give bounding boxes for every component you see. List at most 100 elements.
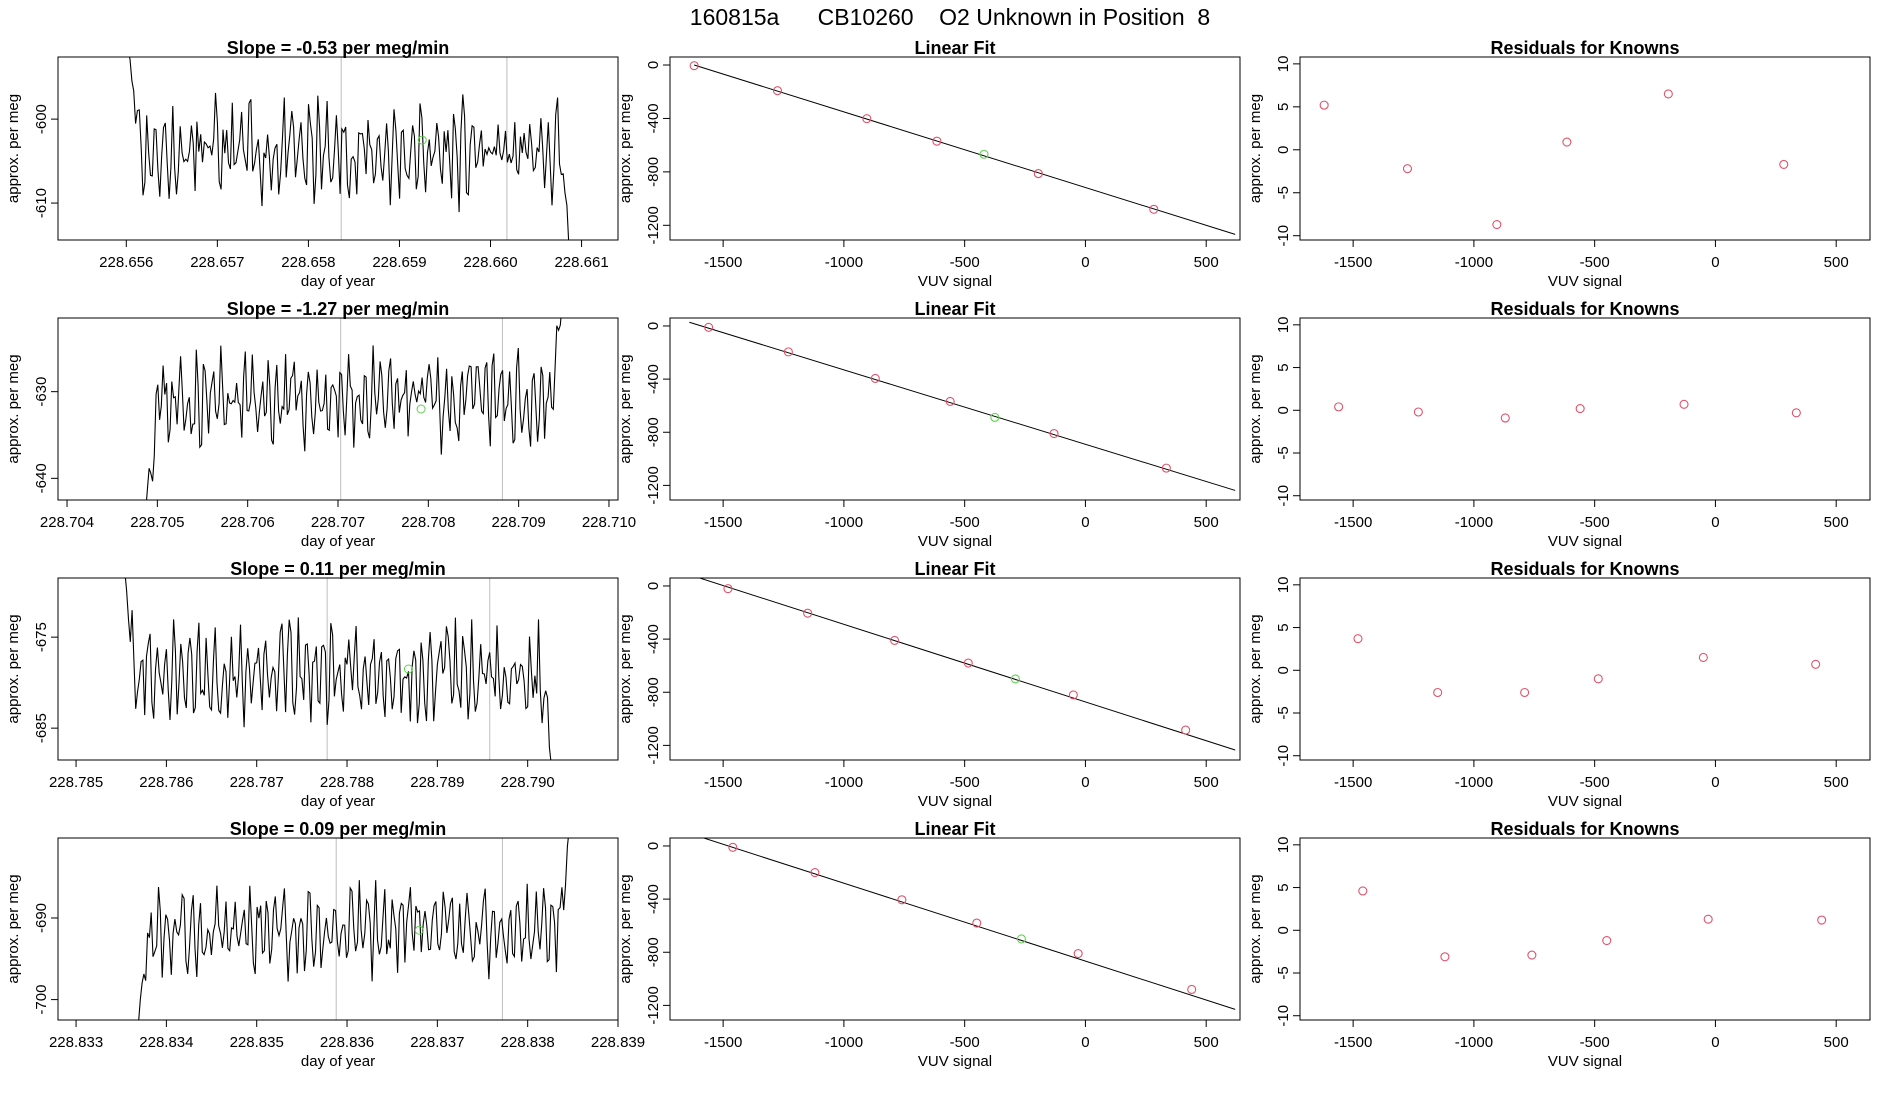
- x-tick-label: -500: [1580, 514, 1610, 531]
- plot-area: [146, 318, 562, 500]
- plot-area: [1353, 634, 1821, 698]
- known-point: [1073, 949, 1083, 959]
- y-axis-label: approx. per meg: [5, 874, 22, 983]
- y-tick-label: -400: [645, 884, 662, 914]
- x-tick-label: -500: [1580, 1034, 1610, 1051]
- x-tick-label: 228.833: [49, 1034, 103, 1051]
- x-tick-label: 228.705: [130, 514, 184, 531]
- residual-point: [1602, 935, 1612, 946]
- y-tick-label: -400: [645, 103, 662, 133]
- residual-point: [1319, 100, 1329, 110]
- residual-point: [1575, 404, 1585, 414]
- fit-line: [702, 838, 1236, 1010]
- x-tick-label: -1000: [1455, 774, 1493, 791]
- y-tick-label: -5: [1275, 966, 1292, 979]
- residual-point: [1791, 408, 1801, 418]
- timeseries-panel-2: Slope = -1.27 per meg/min 228.704 228.705 2…: [5, 299, 636, 550]
- x-tick-label: 228.706: [221, 514, 275, 531]
- unknown-point: [990, 412, 1000, 422]
- plot-area: [702, 838, 1236, 1010]
- y-tick-label: -10: [1275, 485, 1292, 507]
- x-tick-label: 500: [1194, 1034, 1219, 1051]
- residual-point: [1402, 164, 1413, 174]
- unknown-point: [1016, 934, 1026, 944]
- x-tick-label: -1000: [1455, 514, 1493, 531]
- known-point: [803, 608, 813, 618]
- y-tick-label: -800: [645, 157, 662, 187]
- x-tick-label: 228.788: [320, 774, 374, 791]
- x-tick-label: -1500: [1334, 774, 1372, 791]
- known-point: [890, 635, 900, 645]
- timeseries-panel-4: Slope = 0.09 per meg/min 228.833 228.834 22…: [5, 819, 645, 1070]
- y-tick-label: -1200: [645, 466, 662, 504]
- y-tick-label: 0: [645, 842, 662, 850]
- panel-title: Slope = 0.09 per meg/min: [230, 819, 447, 839]
- y-tick-label: -10: [1275, 225, 1292, 247]
- y-tick-label: -600: [33, 104, 50, 134]
- y-tick-label: 0: [1275, 146, 1292, 154]
- y-axis-label: approx. per meg: [1247, 94, 1264, 203]
- x-tick-label: 0: [1711, 1034, 1719, 1051]
- y-tick-label: 0: [1275, 406, 1292, 414]
- data-series-line: [128, 57, 570, 240]
- x-axis-label: VUV signal: [918, 793, 992, 810]
- y-tick-label: -400: [645, 364, 662, 394]
- x-tick-label: -1500: [1334, 1034, 1372, 1051]
- residual-point: [1817, 915, 1827, 925]
- x-axis-label: day of year: [301, 533, 375, 550]
- panel-title: Linear Fit: [914, 559, 995, 579]
- plot-frame: [1299, 56, 1871, 241]
- y-tick-label: -800: [645, 417, 662, 447]
- plot-area: [138, 838, 569, 1020]
- residuals-panel-3: Residuals for Knowns -1500 -1000 -500 0 500 10…: [1247, 559, 1871, 810]
- x-tick-label: -1500: [704, 1034, 742, 1051]
- plot-area: [689, 321, 1236, 491]
- x-tick-label: 228.789: [410, 774, 464, 791]
- known-point: [1033, 169, 1043, 179]
- known-point: [772, 86, 783, 96]
- y-tick-label: -800: [645, 937, 662, 967]
- panel-title: Linear Fit: [914, 299, 995, 319]
- fit-panel-3: Linear Fit -1500 -1000 -500 0 500 0 -400 -800 -12…: [617, 559, 1241, 810]
- y-tick-label: 10: [1275, 56, 1292, 73]
- residual-point: [1334, 402, 1344, 412]
- known-point: [1068, 690, 1078, 700]
- data-series-line: [146, 318, 562, 500]
- x-tick-label: 228.787: [230, 774, 284, 791]
- x-tick-label: 500: [1194, 774, 1219, 791]
- residual-point: [1353, 634, 1363, 644]
- known-point: [723, 584, 733, 594]
- data-series-line: [124, 578, 552, 760]
- panel-title: Linear Fit: [914, 38, 995, 58]
- y-tick-label: -10: [1275, 1005, 1292, 1027]
- x-tick-label: 0: [1711, 774, 1719, 791]
- plot-frame: [57, 837, 619, 1021]
- x-tick-label: 228.704: [40, 514, 94, 531]
- x-tick-label: -1000: [825, 254, 863, 271]
- y-tick-label: -1200: [645, 986, 662, 1024]
- x-tick-label: 500: [1194, 254, 1219, 271]
- x-axis-label: day of year: [301, 793, 375, 810]
- x-tick-label: 228.656: [99, 254, 153, 271]
- x-tick-label: -500: [950, 254, 980, 271]
- y-tick-label: 5: [1275, 363, 1292, 371]
- residual-point: [1562, 137, 1572, 147]
- unknown-point: [403, 664, 413, 674]
- residuals-panel-2: Residuals for Knowns -1500 -1000 -500 0 500 10…: [1247, 299, 1871, 550]
- x-tick-label: -500: [950, 1034, 980, 1051]
- x-tick-label: 500: [1824, 514, 1849, 531]
- x-tick-label: 0: [1711, 514, 1719, 531]
- known-point: [1161, 463, 1171, 473]
- x-tick-label: 228.785: [49, 774, 103, 791]
- plot-area: [689, 61, 1236, 235]
- x-tick-label: 228.710: [582, 514, 636, 531]
- x-tick-label: 0: [1081, 774, 1089, 791]
- x-axis-label: day of year: [301, 273, 375, 290]
- known-point: [862, 114, 872, 124]
- x-tick-label: 228.790: [501, 774, 555, 791]
- plot-frame: [1299, 577, 1871, 761]
- x-tick-label: -1500: [704, 254, 742, 271]
- y-tick-label: -700: [33, 985, 50, 1015]
- x-tick-label: -1500: [1334, 514, 1372, 531]
